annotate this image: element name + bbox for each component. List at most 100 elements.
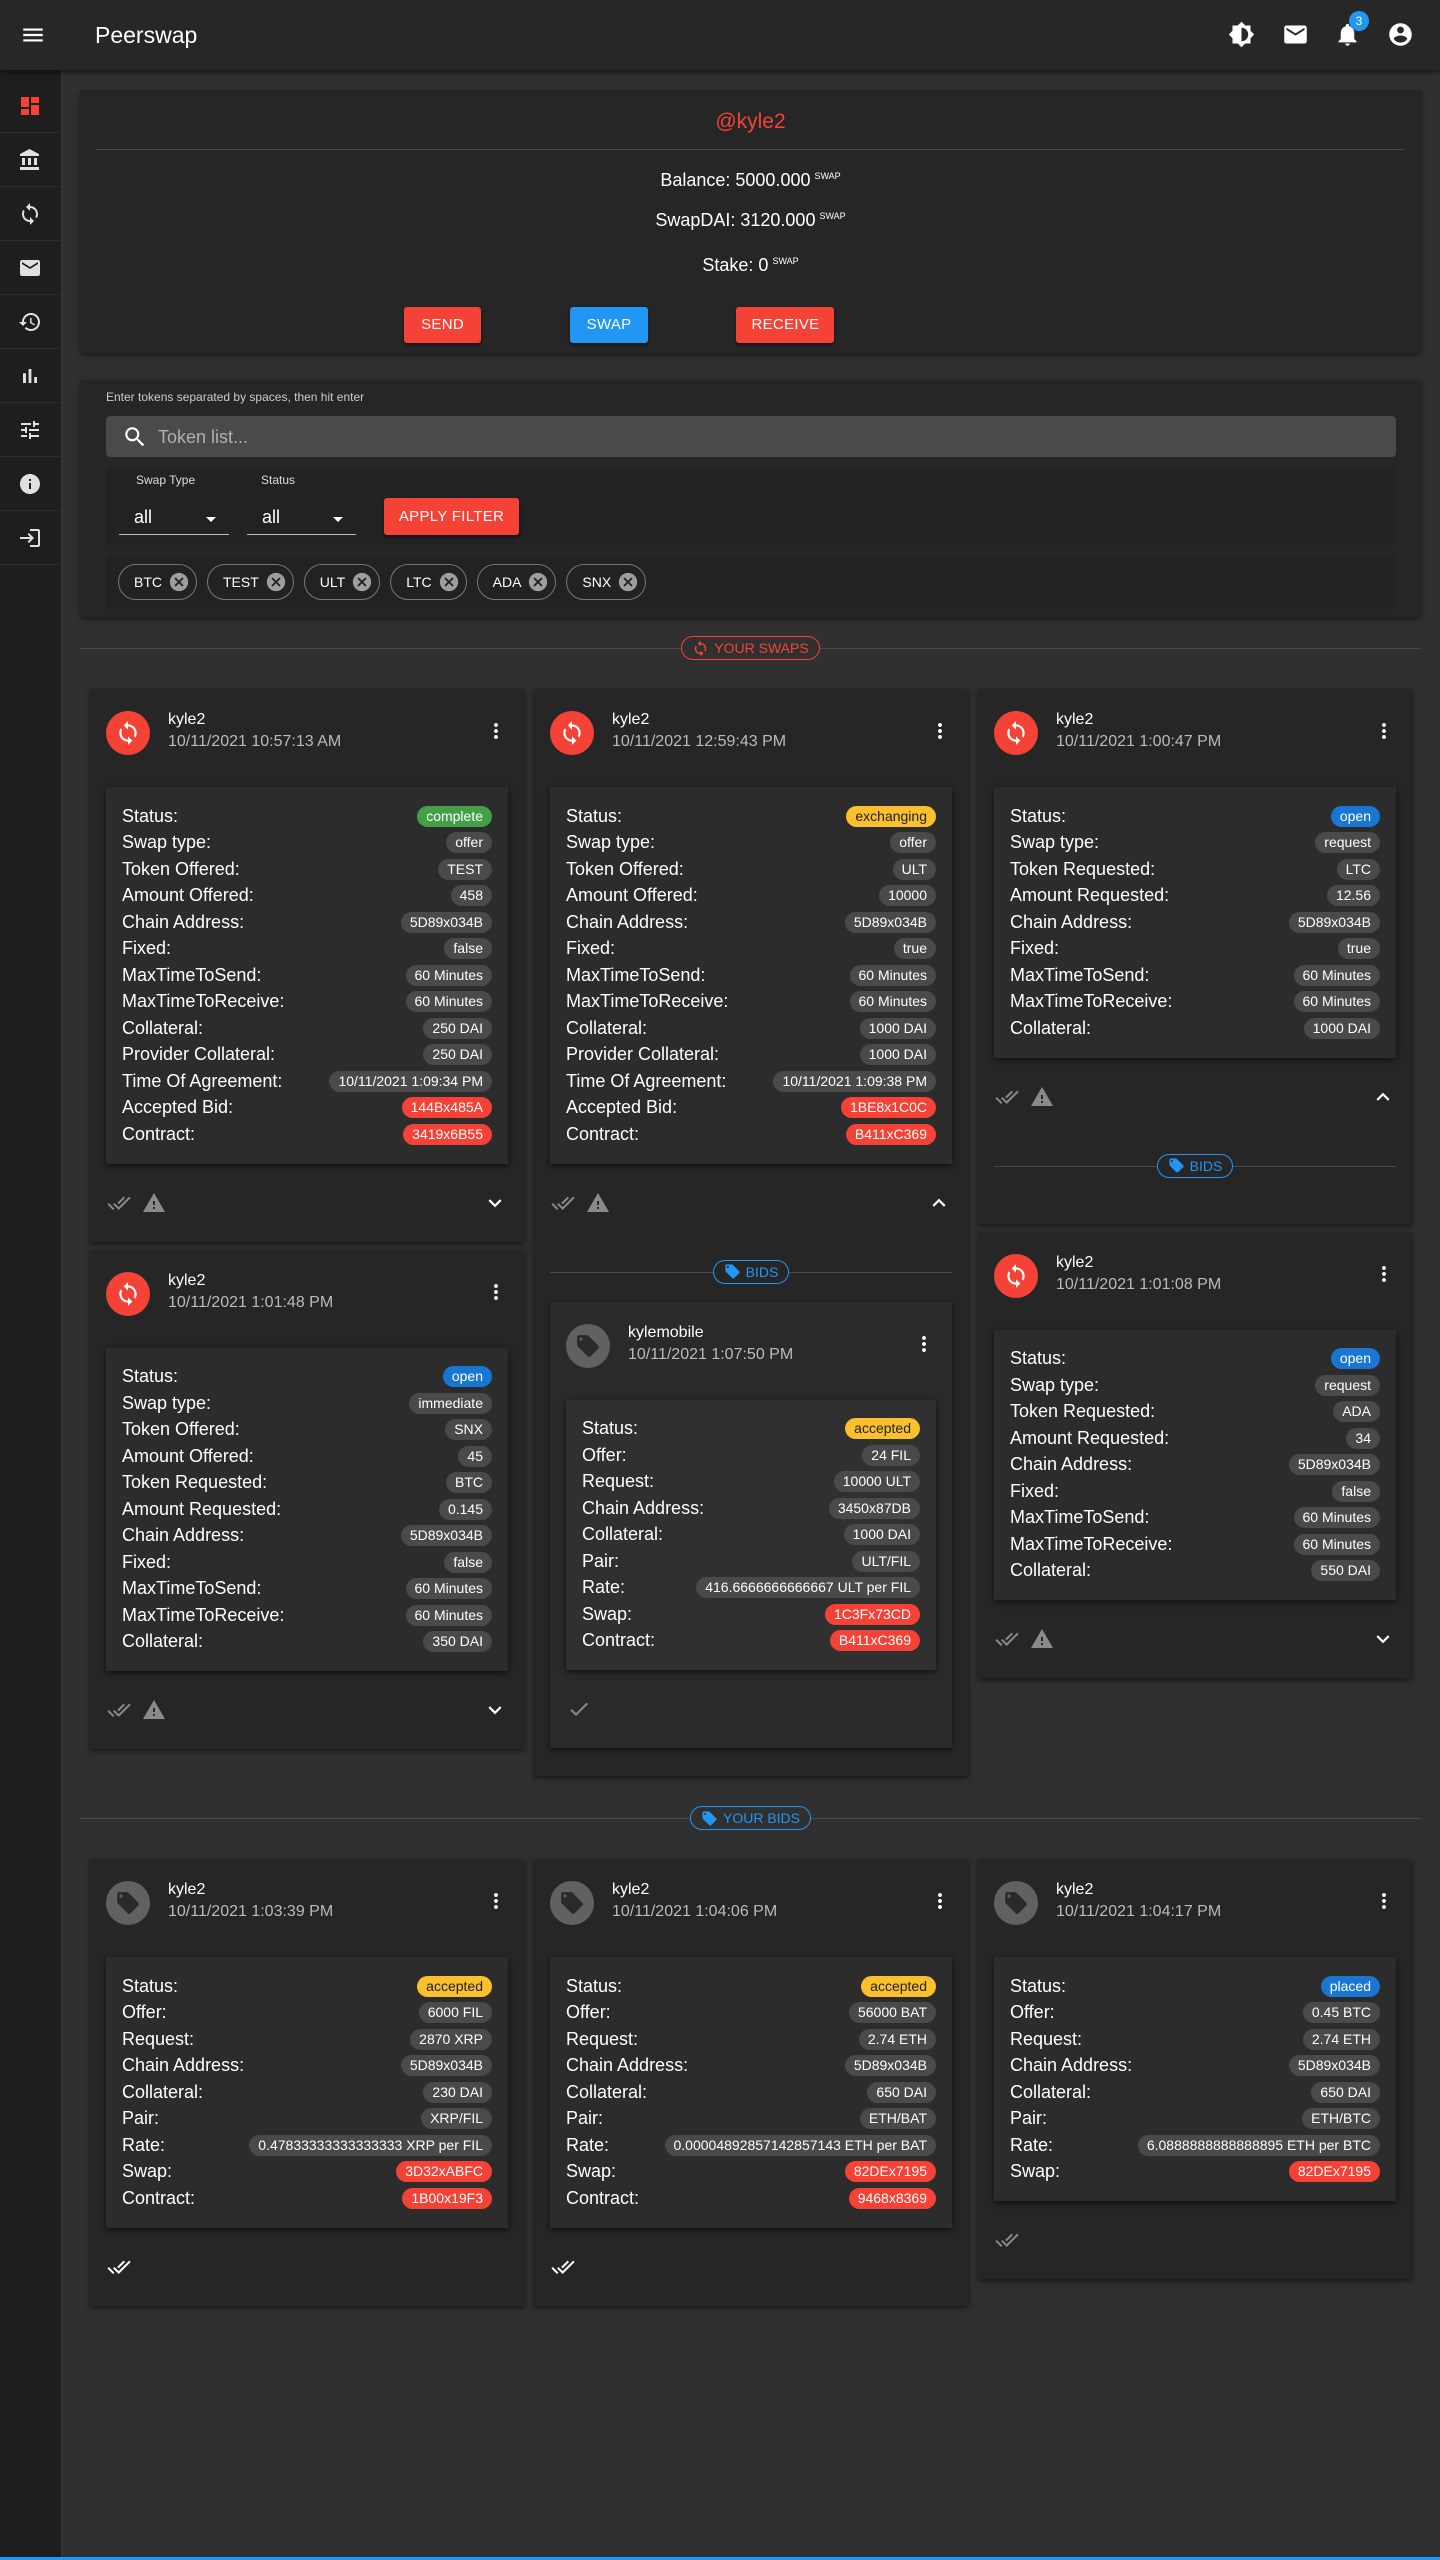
section-divider: YOUR SWAPS (80, 628, 1421, 668)
detail-value: ULT/FIL (852, 1550, 920, 1572)
action-button[interactable]: SEND (404, 307, 482, 343)
nav-item[interactable] (0, 295, 61, 349)
nav-icon-shape (20, 529, 40, 547)
nav-item[interactable] (0, 403, 61, 457)
card-menu[interactable] (928, 1889, 952, 1913)
expand-button[interactable] (1370, 1084, 1396, 1110)
section-icon-shape (702, 1810, 717, 1826)
detail-row: Pair: XRP/FIL (122, 2106, 492, 2133)
detail-label: Request: (122, 2028, 195, 2049)
confirm-button[interactable] (551, 2255, 575, 2279)
detail-label: Collateral: (122, 1631, 204, 1652)
confirm-button[interactable] (995, 1627, 1019, 1651)
nav-item[interactable] (0, 457, 61, 511)
expand-button[interactable] (482, 1697, 508, 1723)
card-menu-shape (1382, 1893, 1386, 1909)
dispute-button[interactable] (1030, 1627, 1054, 1651)
nav-item[interactable] (0, 187, 61, 241)
expand-button[interactable] (926, 1190, 952, 1216)
confirm-button[interactable] (551, 1191, 575, 1215)
detail-row: Status: accepted (582, 1416, 920, 1443)
dispute-button[interactable] (1030, 1085, 1054, 1109)
token-search[interactable]: Token list... (106, 416, 1396, 457)
detail-value: 10000 (879, 885, 936, 907)
balance-line: Stake: 0 SWAP (80, 255, 1421, 276)
detail-row: Fixed: false (122, 936, 492, 963)
dispute-button[interactable] (142, 1191, 166, 1215)
token-chip[interactable]: BTC (118, 564, 197, 600)
detail-value: 56000 BAT (848, 2002, 936, 2024)
chip-delete[interactable] (351, 571, 373, 593)
apply-filter-button[interactable]: APPLY FILTER (384, 498, 519, 535)
toolbar-icon[interactable] (1387, 21, 1414, 48)
chip-delete[interactable] (617, 571, 639, 593)
detail-value: 24 FIL (862, 1444, 920, 1466)
card-footer (978, 1600, 1412, 1678)
detail-label: Offer: (566, 2002, 611, 2023)
expand-button[interactable] (1370, 1626, 1396, 1652)
detail-label: Amount Offered: (122, 885, 254, 906)
nav-item[interactable] (0, 133, 61, 187)
toolbar-icon[interactable] (1228, 21, 1255, 48)
expand-button[interactable] (482, 1190, 508, 1216)
card-menu[interactable] (1372, 719, 1396, 743)
nav-item[interactable] (0, 241, 61, 295)
token-chip[interactable]: ULT (303, 564, 381, 600)
details: Status: exchanging Swap type: offer Token Of… (550, 787, 952, 1164)
chip-delete[interactable] (265, 571, 287, 593)
select[interactable]: all (247, 503, 356, 535)
detail-label: MaxTimeToReceive: (1010, 1533, 1173, 1554)
confirm-button[interactable] (107, 2255, 131, 2279)
action-button[interactable]: RECEIVE (736, 307, 835, 343)
card-menu[interactable] (1372, 1262, 1396, 1286)
detail-row: MaxTimeToSend: 60 Minutes (122, 962, 492, 989)
card-menu[interactable] (484, 1280, 508, 1304)
action-button[interactable]: SWAP (570, 307, 649, 343)
dispute-button[interactable] (142, 1698, 166, 1722)
section-label: BIDS (1156, 1153, 1234, 1178)
chip-delete[interactable] (438, 571, 460, 593)
card-menu[interactable] (928, 719, 952, 743)
chip-delete[interactable] (168, 571, 190, 593)
detail-value: 5D89x034B (844, 911, 936, 933)
detail-row: MaxTimeToReceive: 60 Minutes (122, 1602, 492, 1629)
dispute-button[interactable] (586, 1191, 610, 1215)
select-arrow-shape (206, 517, 216, 522)
token-chip[interactable]: ADA (476, 564, 557, 600)
detail-label: Amount Requested: (1010, 1427, 1170, 1448)
toolbar-icon[interactable] (1282, 21, 1309, 48)
confirm-button[interactable] (995, 1085, 1019, 1109)
menu-button[interactable] (20, 22, 46, 48)
expand-button-shape (1376, 1092, 1390, 1101)
confirm-button[interactable] (107, 1191, 131, 1215)
chip-delete[interactable] (527, 571, 549, 593)
confirm-button[interactable] (567, 1697, 591, 1721)
detail-value: accepted (845, 1418, 920, 1440)
confirm-button-shape (551, 1196, 575, 1210)
detail-row: Pair: ETH/BTC (1010, 2106, 1380, 2133)
token-chip[interactable]: SNX (566, 564, 647, 600)
nav-item[interactable] (0, 511, 61, 565)
card-menu[interactable] (484, 1889, 508, 1913)
swap-card: kyle2 10/11/2021 10:57:13 AM Status: comple… (90, 689, 524, 1242)
confirm-button[interactable] (995, 2228, 1019, 2252)
card-menu[interactable] (484, 719, 508, 743)
divider-line (96, 149, 1404, 150)
toolbar-icon[interactable] (1334, 21, 1361, 48)
token-chip[interactable]: LTC (390, 564, 467, 600)
detail-row: Token Offered: ULT (566, 856, 936, 883)
detail-label: Pair: (1010, 2108, 1048, 2129)
card-menu[interactable] (912, 1332, 936, 1356)
nav-item[interactable] (0, 349, 61, 403)
confirm-button[interactable] (107, 1698, 131, 1722)
avatar-icon (577, 1334, 599, 1357)
confirm-button-shape (107, 1703, 131, 1717)
avatar-icon (1005, 1892, 1027, 1914)
select[interactable]: all (119, 503, 229, 535)
nav-item[interactable] (0, 79, 61, 133)
card-menu[interactable] (1372, 1889, 1396, 1913)
detail-row: Token Requested: ADA (1010, 1399, 1380, 1426)
token-chip[interactable]: TEST (207, 564, 294, 600)
user-name: kyle2 (1056, 711, 1094, 728)
detail-label: Swap type: (1010, 1374, 1100, 1395)
